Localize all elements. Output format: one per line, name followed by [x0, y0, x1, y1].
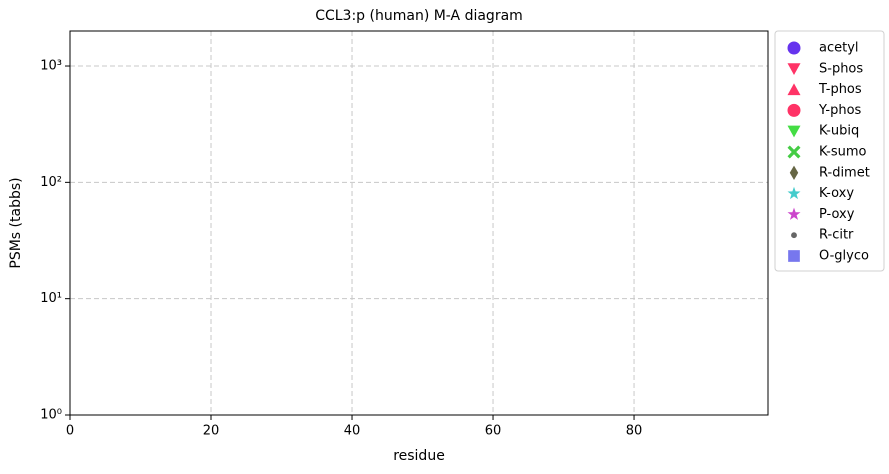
legend-label: R-citr — [819, 228, 854, 243]
legend-label: R-dimet — [819, 165, 870, 180]
legend-label: K-ubiq — [819, 124, 859, 139]
x-tick-label: 0 — [66, 424, 74, 439]
x-axis-label: residue — [393, 448, 445, 464]
legend-marker — [791, 232, 797, 239]
legend-label: O-glyco — [819, 249, 869, 264]
legend-marker — [787, 207, 801, 220]
legend-marker — [787, 63, 801, 75]
x-tick-label: 80 — [626, 424, 643, 439]
legend-marker — [787, 125, 801, 138]
legend-label: P-oxy — [819, 207, 855, 222]
x-tick-label: 60 — [485, 424, 502, 439]
legend-marker — [788, 250, 800, 262]
chart-title: CCL3:p (human) M-A diagram — [315, 8, 523, 24]
legend-marker — [787, 103, 801, 117]
legend-label: Y-phos — [818, 103, 862, 118]
y-tick-label: 10² — [40, 175, 62, 190]
y-tick-label: 10³ — [40, 59, 62, 74]
legend-marker — [789, 165, 799, 180]
legend-label: T-phos — [818, 82, 862, 97]
y-tick-label: 10¹ — [40, 291, 62, 306]
legend-marker — [787, 145, 801, 159]
y-axis-label: PSMs (tabbs) — [8, 177, 24, 268]
legend-marker — [787, 41, 801, 55]
legend-marker — [787, 83, 801, 96]
legend-label: K-sumo — [819, 145, 867, 160]
legend-label: acetyl — [819, 41, 859, 56]
legend-label: S-phos — [819, 61, 863, 76]
plot-frame — [69, 30, 769, 416]
y-tick-label: 10⁰ — [40, 408, 62, 423]
x-tick-label: 40 — [344, 424, 361, 439]
legend-box — [774, 30, 885, 272]
legend-marker — [787, 186, 801, 200]
x-tick-label: 20 — [203, 424, 220, 439]
legend-label: K-oxy — [819, 186, 854, 201]
